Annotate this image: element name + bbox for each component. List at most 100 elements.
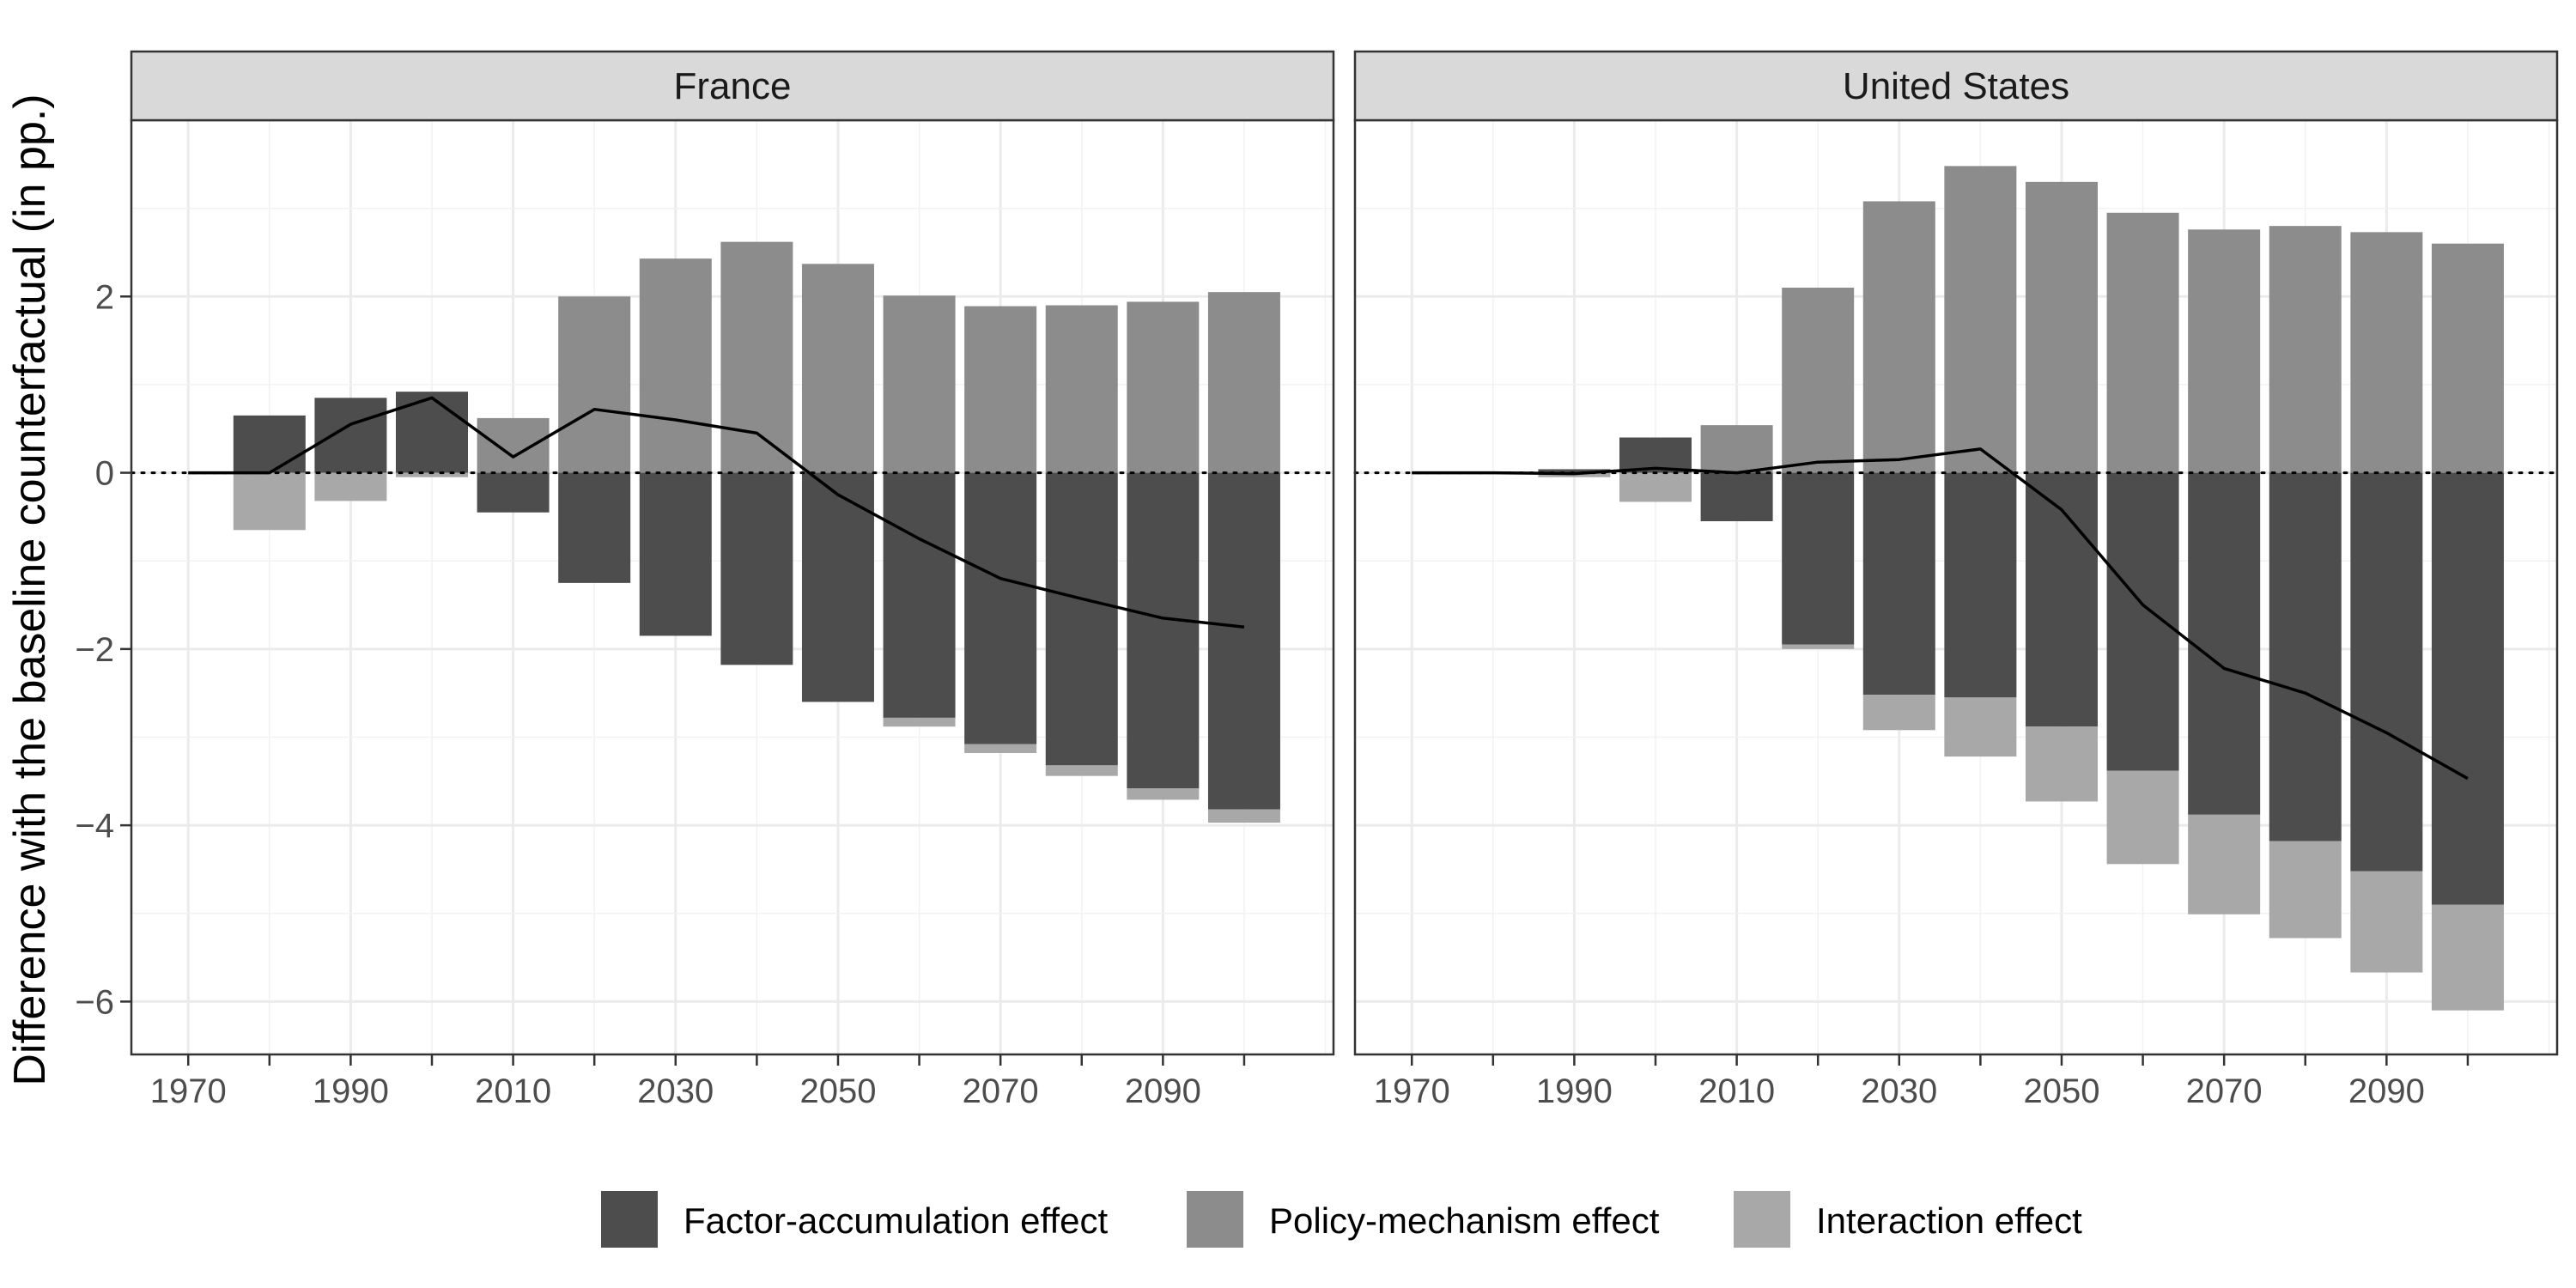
bar-factor-accumulation (883, 472, 956, 718)
bar-factor-accumulation (558, 472, 631, 583)
bar-factor-accumulation (639, 472, 712, 636)
bar-factor-accumulation (233, 415, 306, 473)
legend-key (1734, 1191, 1790, 1248)
bar-policy-mechanism (801, 264, 874, 473)
bar-marks (233, 241, 1280, 823)
bar-interaction (2106, 770, 2179, 865)
legend-item: Policy-mechanism effect (1187, 1191, 1660, 1248)
bar-policy-mechanism (1045, 305, 1118, 473)
x-tick-label: 1970 (1374, 1072, 1450, 1110)
x-tick-label: 1990 (313, 1072, 389, 1110)
bar-interaction (1127, 788, 1200, 800)
bar-factor-accumulation (477, 472, 550, 513)
x-tick-label: 2010 (475, 1072, 551, 1110)
bar-factor-accumulation (2350, 472, 2423, 872)
facet-panels: France 1970 1990 2010 2030 2050 2070 2090 −6 −4 −2… (75, 50, 2559, 1110)
bar-factor-accumulation (314, 398, 387, 473)
bar-interaction (2269, 841, 2342, 939)
bar-factor-accumulation (2025, 472, 2098, 727)
bar-factor-accumulation (1207, 472, 1280, 810)
bar-policy-mechanism (883, 295, 956, 473)
bar-policy-mechanism (2269, 226, 2342, 473)
x-tick-label: 2010 (1698, 1072, 1775, 1110)
facet-panel: United States 1970 1990 2010 2030 2050 2070 209… (1353, 50, 2559, 1110)
bar-factor-accumulation (1944, 472, 2017, 698)
bar-policy-mechanism (2188, 229, 2261, 473)
y-tick-label: −2 (75, 631, 114, 669)
total-effect-line (188, 396, 1245, 629)
bar-policy-mechanism (639, 258, 712, 473)
bar-policy-mechanism (1782, 288, 1855, 473)
bar-marks (1456, 166, 2504, 1011)
bar-factor-accumulation (720, 472, 793, 665)
legend-label: Policy-mechanism effect (1269, 1200, 1660, 1241)
legend: Factor-accumulation effect Policy-mechani… (601, 1191, 2082, 1248)
bar-interaction (233, 472, 306, 531)
bar-interaction (2025, 726, 2098, 802)
bar-policy-mechanism (1944, 166, 2017, 473)
x-tick-label: 2090 (1125, 1072, 1201, 1110)
legend-label: Factor-accumulation effect (683, 1200, 1108, 1241)
bar-interaction (1782, 644, 1855, 649)
bar-factor-accumulation (964, 472, 1037, 744)
bar-factor-accumulation (2106, 472, 2179, 771)
legend-item: Interaction effect (1734, 1191, 2082, 1248)
legend-key (601, 1191, 658, 1248)
bar-factor-accumulation (801, 472, 874, 702)
legend-item: Factor-accumulation effect (601, 1191, 1108, 1248)
facet-strip-label: United States (1843, 65, 2069, 107)
bar-interaction (964, 744, 1037, 753)
x-tick-label: 2070 (963, 1072, 1039, 1110)
facet-panel: France 1970 1990 2010 2030 2050 2070 2090 −6 −4 −2… (75, 50, 1335, 1110)
bar-factor-accumulation (1700, 472, 1773, 522)
y-tick-label: 2 (95, 278, 114, 316)
bar-factor-accumulation (2431, 472, 2504, 905)
y-tick-label: 0 (95, 455, 114, 493)
bar-factor-accumulation (396, 392, 468, 473)
x-tick-label: 2050 (2023, 1072, 2099, 1110)
bar-interaction (1619, 472, 1692, 502)
x-tick-label: 2090 (2348, 1072, 2425, 1110)
bar-policy-mechanism (2106, 212, 2179, 473)
bar-policy-mechanism (964, 306, 1037, 473)
bar-factor-accumulation (2188, 472, 2261, 815)
bar-interaction (1862, 695, 1935, 731)
x-tick-label: 2050 (799, 1072, 876, 1110)
bar-factor-accumulation (1862, 472, 1935, 696)
bar-policy-mechanism (1700, 425, 1773, 473)
y-tick-label: −4 (75, 807, 114, 845)
bar-policy-mechanism (558, 296, 631, 473)
bar-interaction (314, 472, 387, 501)
bar-factor-accumulation (1045, 472, 1118, 766)
x-tick-label: 1970 (150, 1072, 227, 1110)
bar-interaction (1045, 765, 1118, 776)
x-tick-label: 2030 (1861, 1072, 1937, 1110)
bar-factor-accumulation (1782, 472, 1855, 645)
facet-strip (130, 50, 1335, 122)
bar-policy-mechanism (720, 241, 793, 473)
bar-policy-mechanism (477, 417, 550, 473)
bar-policy-mechanism (1127, 301, 1200, 473)
bar-interaction (2431, 904, 2504, 1011)
bar-factor-accumulation (1127, 472, 1200, 789)
total-effect-line (1412, 447, 2469, 781)
bar-policy-mechanism (2025, 181, 2098, 473)
x-tick-label: 1990 (1536, 1072, 1613, 1110)
bar-interaction (396, 472, 468, 477)
legend-key (1187, 1191, 1243, 1248)
facet-strip-label: France (674, 65, 792, 107)
legend-label: Interaction effect (1816, 1200, 2082, 1241)
bar-interaction (883, 717, 956, 727)
bar-policy-mechanism (1207, 292, 1280, 473)
y-tick-label: −6 (75, 983, 114, 1021)
bar-policy-mechanism (2431, 243, 2504, 473)
x-tick-label: 2070 (2186, 1072, 2263, 1110)
y-axis-label: Difference with the baseline counterfact… (5, 94, 55, 1085)
bar-policy-mechanism (1862, 201, 1935, 473)
bar-policy-mechanism (2350, 232, 2423, 473)
bar-interaction (2350, 871, 2423, 973)
facet-strip (1353, 50, 2559, 122)
bar-interaction (1944, 697, 2017, 757)
bar-interaction (2188, 814, 2261, 914)
